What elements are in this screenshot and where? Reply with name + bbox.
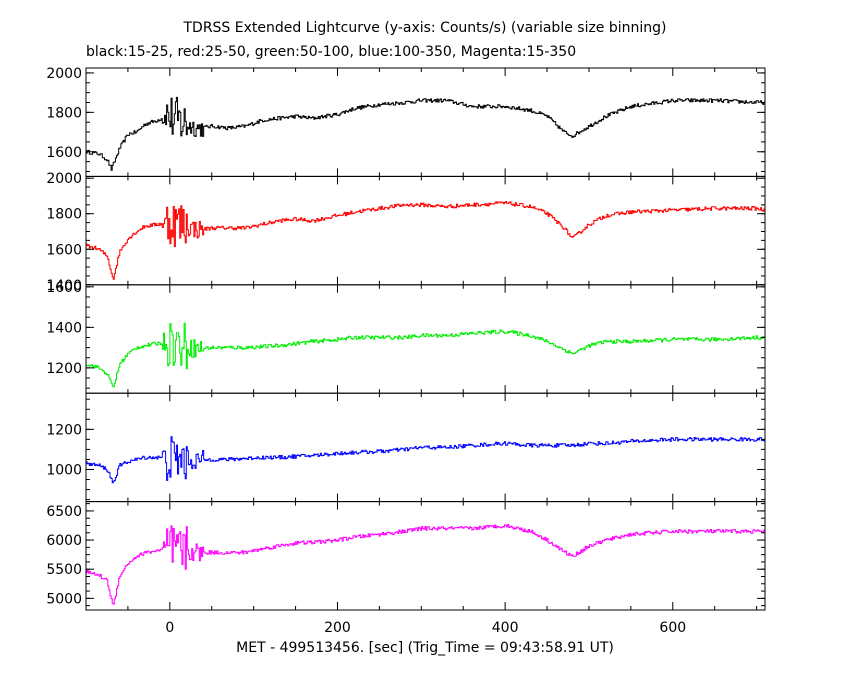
y-tick-label-3-1: 1200	[46, 422, 82, 438]
y-tick-label-1-1: 1600	[46, 242, 82, 258]
x-tick-label-1: 200	[324, 620, 351, 636]
y-tick-label-2-0: 1200	[46, 361, 82, 377]
panel-frame-4	[85, 501, 766, 611]
series-line-2	[86, 322, 765, 388]
y-tick-label-0-0: 1600	[46, 145, 82, 161]
panel-frame-1	[85, 175, 766, 286]
y-tick-label-4-2: 6000	[46, 533, 82, 549]
y-tick-label-1-0: 1400	[46, 278, 82, 294]
x-axis-label: MET - 499513456. [sec] (Trig_Time = 09:4…	[236, 640, 614, 656]
y-tick-label-0-2: 2000	[46, 66, 82, 82]
y-tick-label-4-0: 5000	[46, 591, 82, 607]
y-tick-label-1-3: 2000	[46, 171, 82, 187]
chart-subtitle: black:15-25, red:25-50, green:50-100, bl…	[86, 44, 577, 60]
chart-title: TDRSS Extended Lightcurve (y-axis: Count…	[183, 20, 667, 36]
x-tick-label-2: 400	[492, 620, 519, 636]
y-tick-label-2-1: 1400	[46, 320, 82, 336]
y-tick-label-1-2: 1800	[46, 207, 82, 223]
x-tick-label-3: 600	[659, 620, 686, 636]
y-tick-label-0-1: 1800	[46, 105, 82, 121]
series-line-3	[86, 436, 765, 484]
panel-frame-0	[85, 67, 766, 177]
y-tick-label-4-1: 5500	[46, 562, 82, 578]
panel-frame-3	[85, 392, 766, 503]
series-line-1	[86, 201, 765, 280]
series-line-4	[86, 524, 765, 605]
y-tick-label-4-3: 6500	[46, 504, 82, 520]
x-tick-label-0: 0	[165, 620, 174, 636]
series-line-0	[86, 96, 765, 171]
y-tick-label-3-0: 1000	[46, 462, 82, 478]
y-tick-label-2-2: 1600	[46, 280, 82, 296]
